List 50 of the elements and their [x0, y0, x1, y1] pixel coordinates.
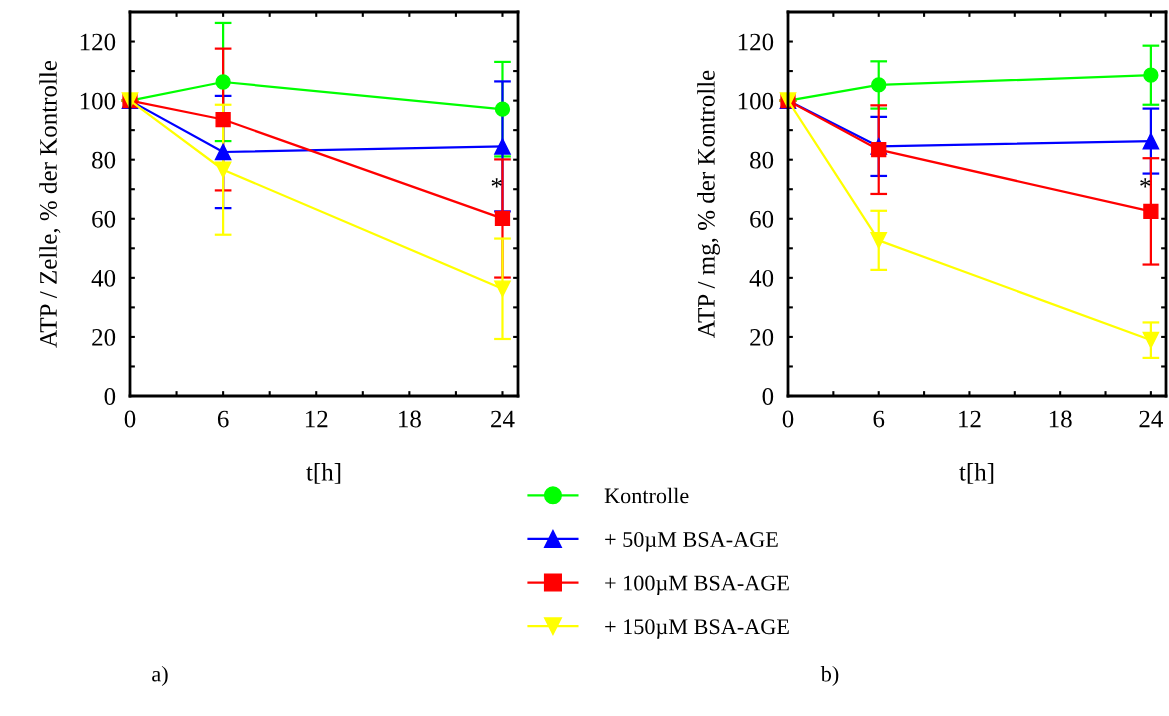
y-tick-label: 60 [750, 210, 774, 228]
point [870, 231, 888, 249]
y-tick-label: 40 [91, 269, 116, 287]
point [871, 142, 887, 158]
point [214, 161, 232, 179]
text: a) [152, 665, 168, 687]
point [871, 77, 887, 93]
y-tick-label: 80 [92, 151, 116, 169]
y-tick-label: 100 [80, 92, 116, 110]
point [215, 74, 231, 90]
y-tick-label: 0 [104, 388, 116, 405]
x-tick-label: 6 [217, 410, 229, 428]
point [494, 210, 511, 227]
legend-label: + 150µM BSA-AGE [605, 619, 789, 639]
x-tick-label: 18 [399, 410, 421, 428]
legend-label: + 100µM BSA-AGE [605, 575, 789, 596]
text: b) [820, 665, 839, 687]
point [1143, 67, 1159, 83]
point [1142, 132, 1160, 150]
y-axis-title: ATP / Zelle, % der Kontrolle [39, 60, 61, 348]
y-tick-label: 20 [750, 328, 774, 346]
point [494, 101, 511, 117]
point [494, 138, 511, 155]
x-tick-label: 0 [124, 410, 136, 428]
y-tick-label: 120 [80, 33, 116, 51]
x-tick-label: 12 [959, 410, 981, 428]
x-axis-title: t[h] [306, 463, 341, 484]
x-tick-label: 6 [873, 410, 885, 428]
x-tick-label: 12 [305, 410, 328, 428]
y-tick-label: 120 [738, 33, 774, 51]
x-tick-label: 24 [491, 410, 515, 428]
point [494, 280, 511, 298]
x-tick-label: 0 [782, 410, 794, 428]
point [215, 111, 231, 128]
x-tick-label: 18 [1049, 410, 1072, 428]
point [214, 143, 232, 161]
annotation: * [1140, 178, 1151, 188]
legend-label: + 50µM BSA-AGE [605, 531, 778, 552]
legend-label: Kontrolle [604, 487, 689, 504]
y-tick-label: 80 [750, 151, 774, 169]
y-axis-title: ATP / mg, % der Kontrolle [697, 70, 720, 338]
point [1143, 203, 1159, 220]
y-tick-label: 0 [762, 388, 774, 405]
x-tick-label: 24 [1139, 410, 1163, 428]
y-tick-label: 20 [92, 328, 116, 346]
y-tick-label: 40 [749, 269, 774, 287]
y-tick-label: 60 [92, 210, 116, 228]
point [1142, 331, 1160, 349]
y-tick-label: 100 [738, 92, 774, 110]
x-axis-title: t[h] [959, 463, 994, 484]
